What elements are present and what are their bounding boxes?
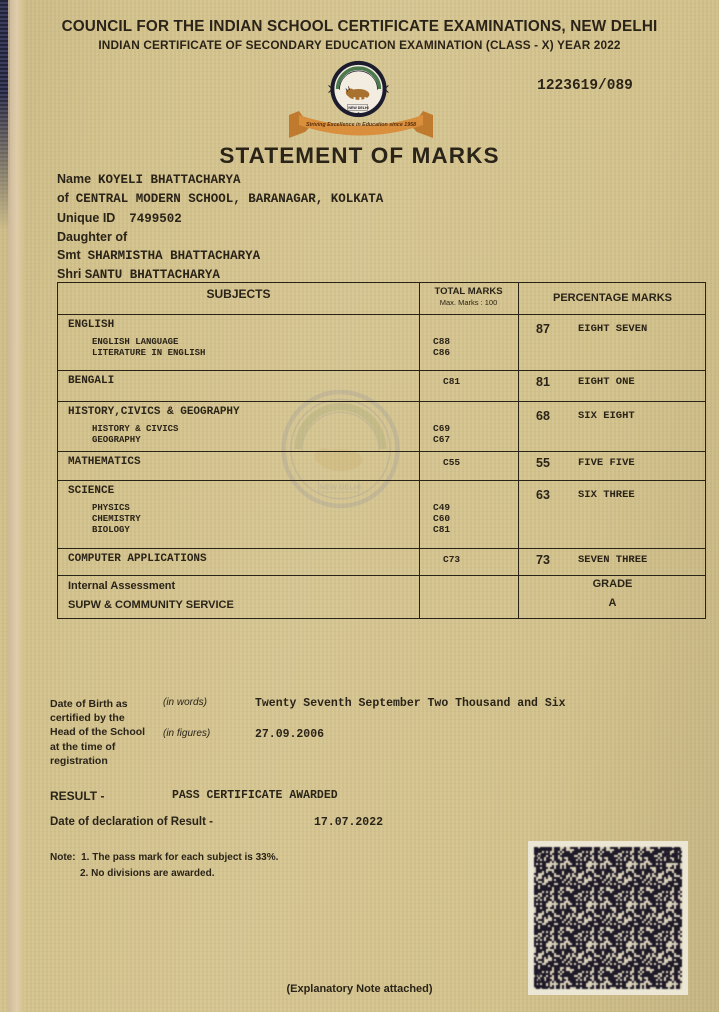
- svg-text:Striving Excellence in Educati: Striving Excellence in Education since 1…: [306, 122, 416, 128]
